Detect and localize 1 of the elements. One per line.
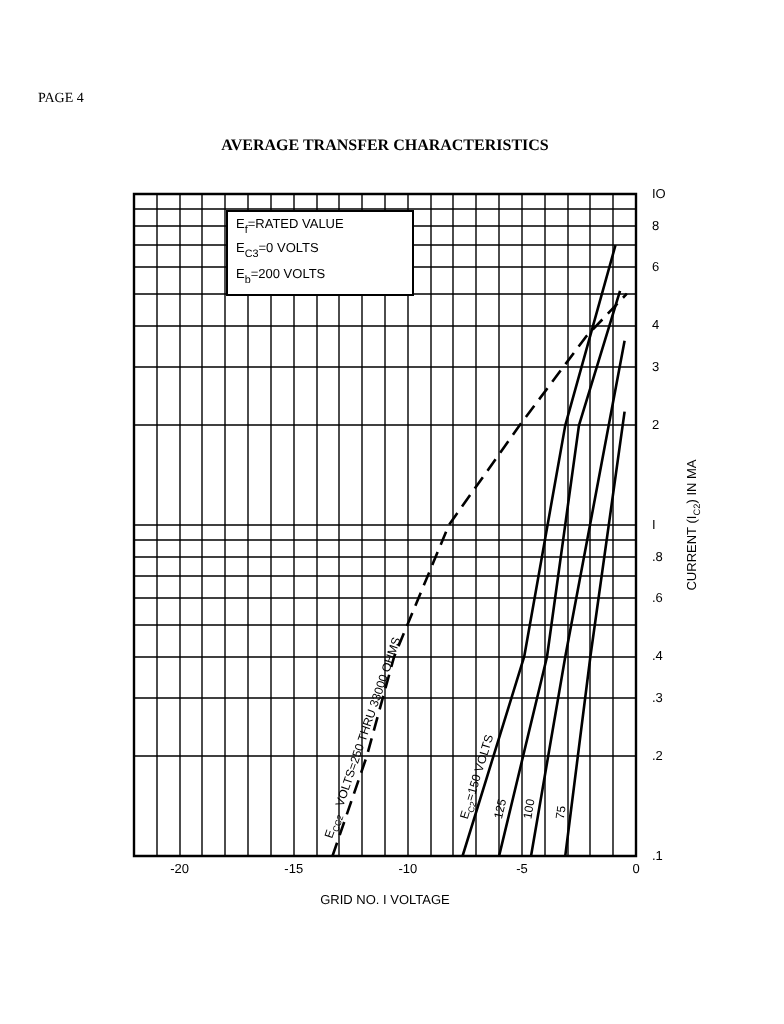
chart-title: AVERAGE TRANSFER CHARACTERISTICS: [221, 136, 550, 154]
